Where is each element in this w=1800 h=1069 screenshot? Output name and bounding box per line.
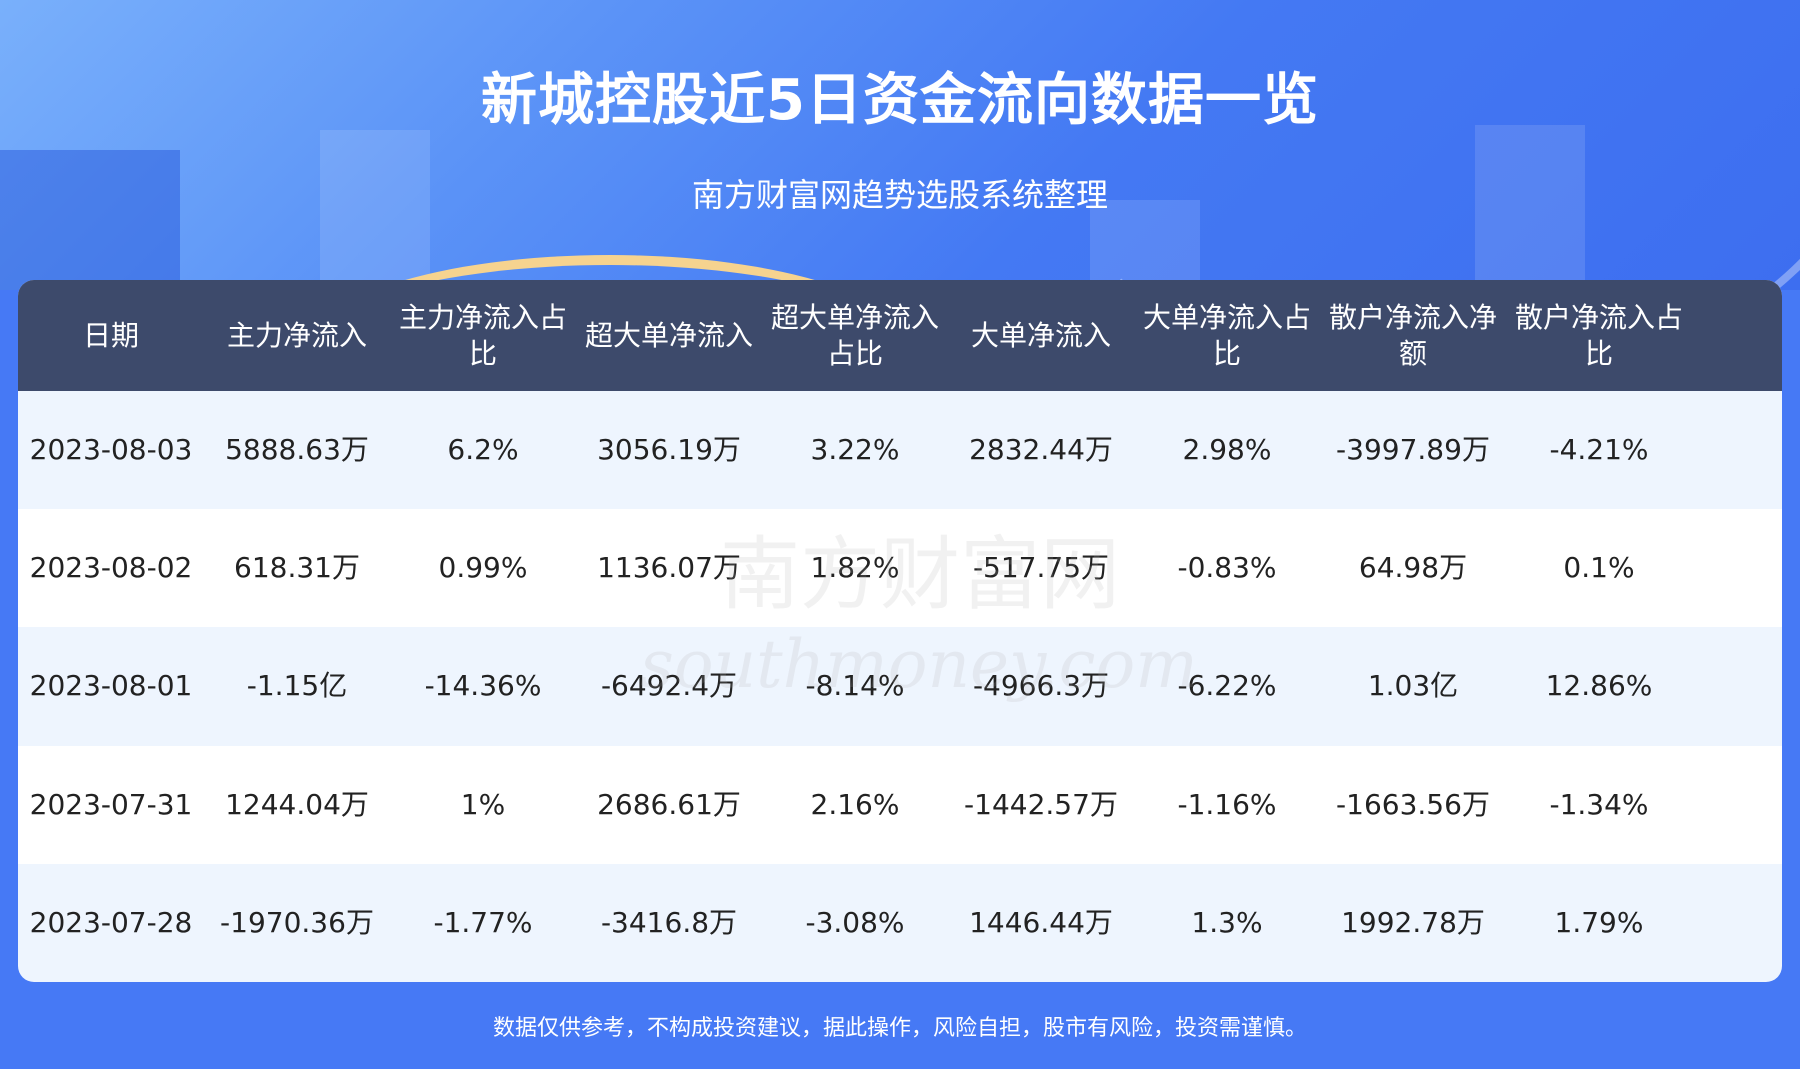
- column-header: 超大单净流入: [584, 318, 753, 352]
- table-cell: 64.98万: [1358, 551, 1468, 585]
- table-cell: 5888.63万: [225, 433, 369, 467]
- table-cell: -1.15亿: [246, 669, 348, 703]
- table-cell: 2023-07-28: [29, 905, 193, 939]
- table-cell: 2023-08-01: [29, 669, 193, 703]
- table-cell: -0.83%: [1177, 551, 1277, 585]
- table-cell: -4966.3万: [972, 669, 1110, 703]
- table-cell: 3056.19万: [597, 433, 741, 467]
- column-header: 大单净流入: [970, 318, 1111, 352]
- table-cell: -517.75万: [972, 551, 1110, 585]
- table-cell: -3416.8万: [600, 905, 738, 939]
- table-cell: -1442.57万: [964, 787, 1118, 821]
- table-cell: 2686.61万: [597, 787, 741, 821]
- table-row: 2023-07-31 1244.04万 1% 2686.61万 2.16% -1442.5…: [18, 745, 1782, 864]
- table-cell: -3997.89万: [1336, 433, 1490, 467]
- table-cell: -1.77%: [433, 905, 533, 939]
- table-cell: -8.14%: [805, 669, 905, 703]
- column-header: 大单净流入占比: [1142, 300, 1311, 370]
- table-cell: 2.16%: [810, 787, 900, 821]
- table-cell: 1446.44万: [969, 905, 1113, 939]
- page-title: 新城控股近5日资金流向数据一览: [481, 68, 1319, 133]
- table-row: 2023-07-28 -1970.36万 -1.77% -3416.8万 -3.08% 1…: [18, 864, 1782, 982]
- decor-arc: [1000, 0, 1800, 290]
- decor-building: [320, 130, 430, 290]
- column-header: 主力净流入: [226, 318, 367, 352]
- fund-flow-table: 日期 主力净流入 主力净流入占比 超大单净流入 超大单净流入占比 大单净流入 大单净流入占比…: [18, 280, 1782, 982]
- header-banner: [0, 0, 1800, 290]
- table-cell: 0.99%: [438, 551, 528, 585]
- table-cell: 2.98%: [1182, 433, 1272, 467]
- table-cell: 2023-08-02: [29, 551, 193, 585]
- column-header: 日期: [82, 318, 139, 352]
- table-cell: 1992.78万: [1341, 905, 1485, 939]
- table-cell: 1.03亿: [1367, 669, 1459, 703]
- table-cell: 2832.44万: [969, 433, 1113, 467]
- table-cell: -6492.4万: [600, 669, 738, 703]
- table-cell: 3.22%: [810, 433, 900, 467]
- table-cell: -1.16%: [1177, 787, 1277, 821]
- table-cell: -1970.36万: [220, 905, 374, 939]
- column-header: 散户净流入占比: [1514, 300, 1683, 370]
- table-cell: 1244.04万: [225, 787, 369, 821]
- decor-building: [0, 150, 180, 290]
- table-cell: 1.79%: [1554, 905, 1644, 939]
- table-cell: 2023-08-03: [29, 433, 193, 467]
- column-header: 超大单净流入占比: [770, 300, 939, 370]
- table-cell: -1663.56万: [1336, 787, 1490, 821]
- table-row: 2023-08-02 618.31万 0.99% 1136.07万 1.82% -517.…: [18, 509, 1782, 628]
- table-cell: 618.31万: [234, 551, 360, 585]
- table-cell: 1.82%: [810, 551, 900, 585]
- table-cell: 6.2%: [447, 433, 519, 467]
- table-cell: -14.36%: [424, 669, 542, 703]
- table-row: 2023-08-03 5888.63万 6.2% 3056.19万 3.22% 2832.…: [18, 391, 1782, 509]
- table-cell: -4.21%: [1549, 433, 1649, 467]
- table-row: 2023-08-01 -1.15亿 -14.36% -6492.4万 -8.14% -49…: [18, 627, 1782, 745]
- page-subtitle: 南方财富网趋势选股系统整理: [691, 176, 1108, 214]
- table-cell: 1136.07万: [597, 551, 741, 585]
- table-cell: -3.08%: [805, 905, 905, 939]
- table-cell: 1.3%: [1191, 905, 1263, 939]
- table-cell: 1%: [460, 787, 506, 821]
- table-cell: -6.22%: [1177, 669, 1277, 703]
- decor-arc: [300, 255, 920, 290]
- table-cell: 0.1%: [1563, 551, 1635, 585]
- disclaimer: 数据仅供参考，不构成投资建议，据此操作，风险自担，股市有风险，投资需谨慎。: [492, 1016, 1307, 1041]
- column-header: 主力净流入占比: [398, 300, 567, 370]
- table-header: 日期 主力净流入 主力净流入占比 超大单净流入 超大单净流入占比 大单净流入 大单净流入占比…: [18, 280, 1782, 391]
- table-cell: -1.34%: [1549, 787, 1649, 821]
- table-cell: 2023-07-31: [29, 787, 193, 821]
- column-header: 散户净流入净额: [1328, 300, 1497, 370]
- table-cell: 12.86%: [1545, 669, 1653, 703]
